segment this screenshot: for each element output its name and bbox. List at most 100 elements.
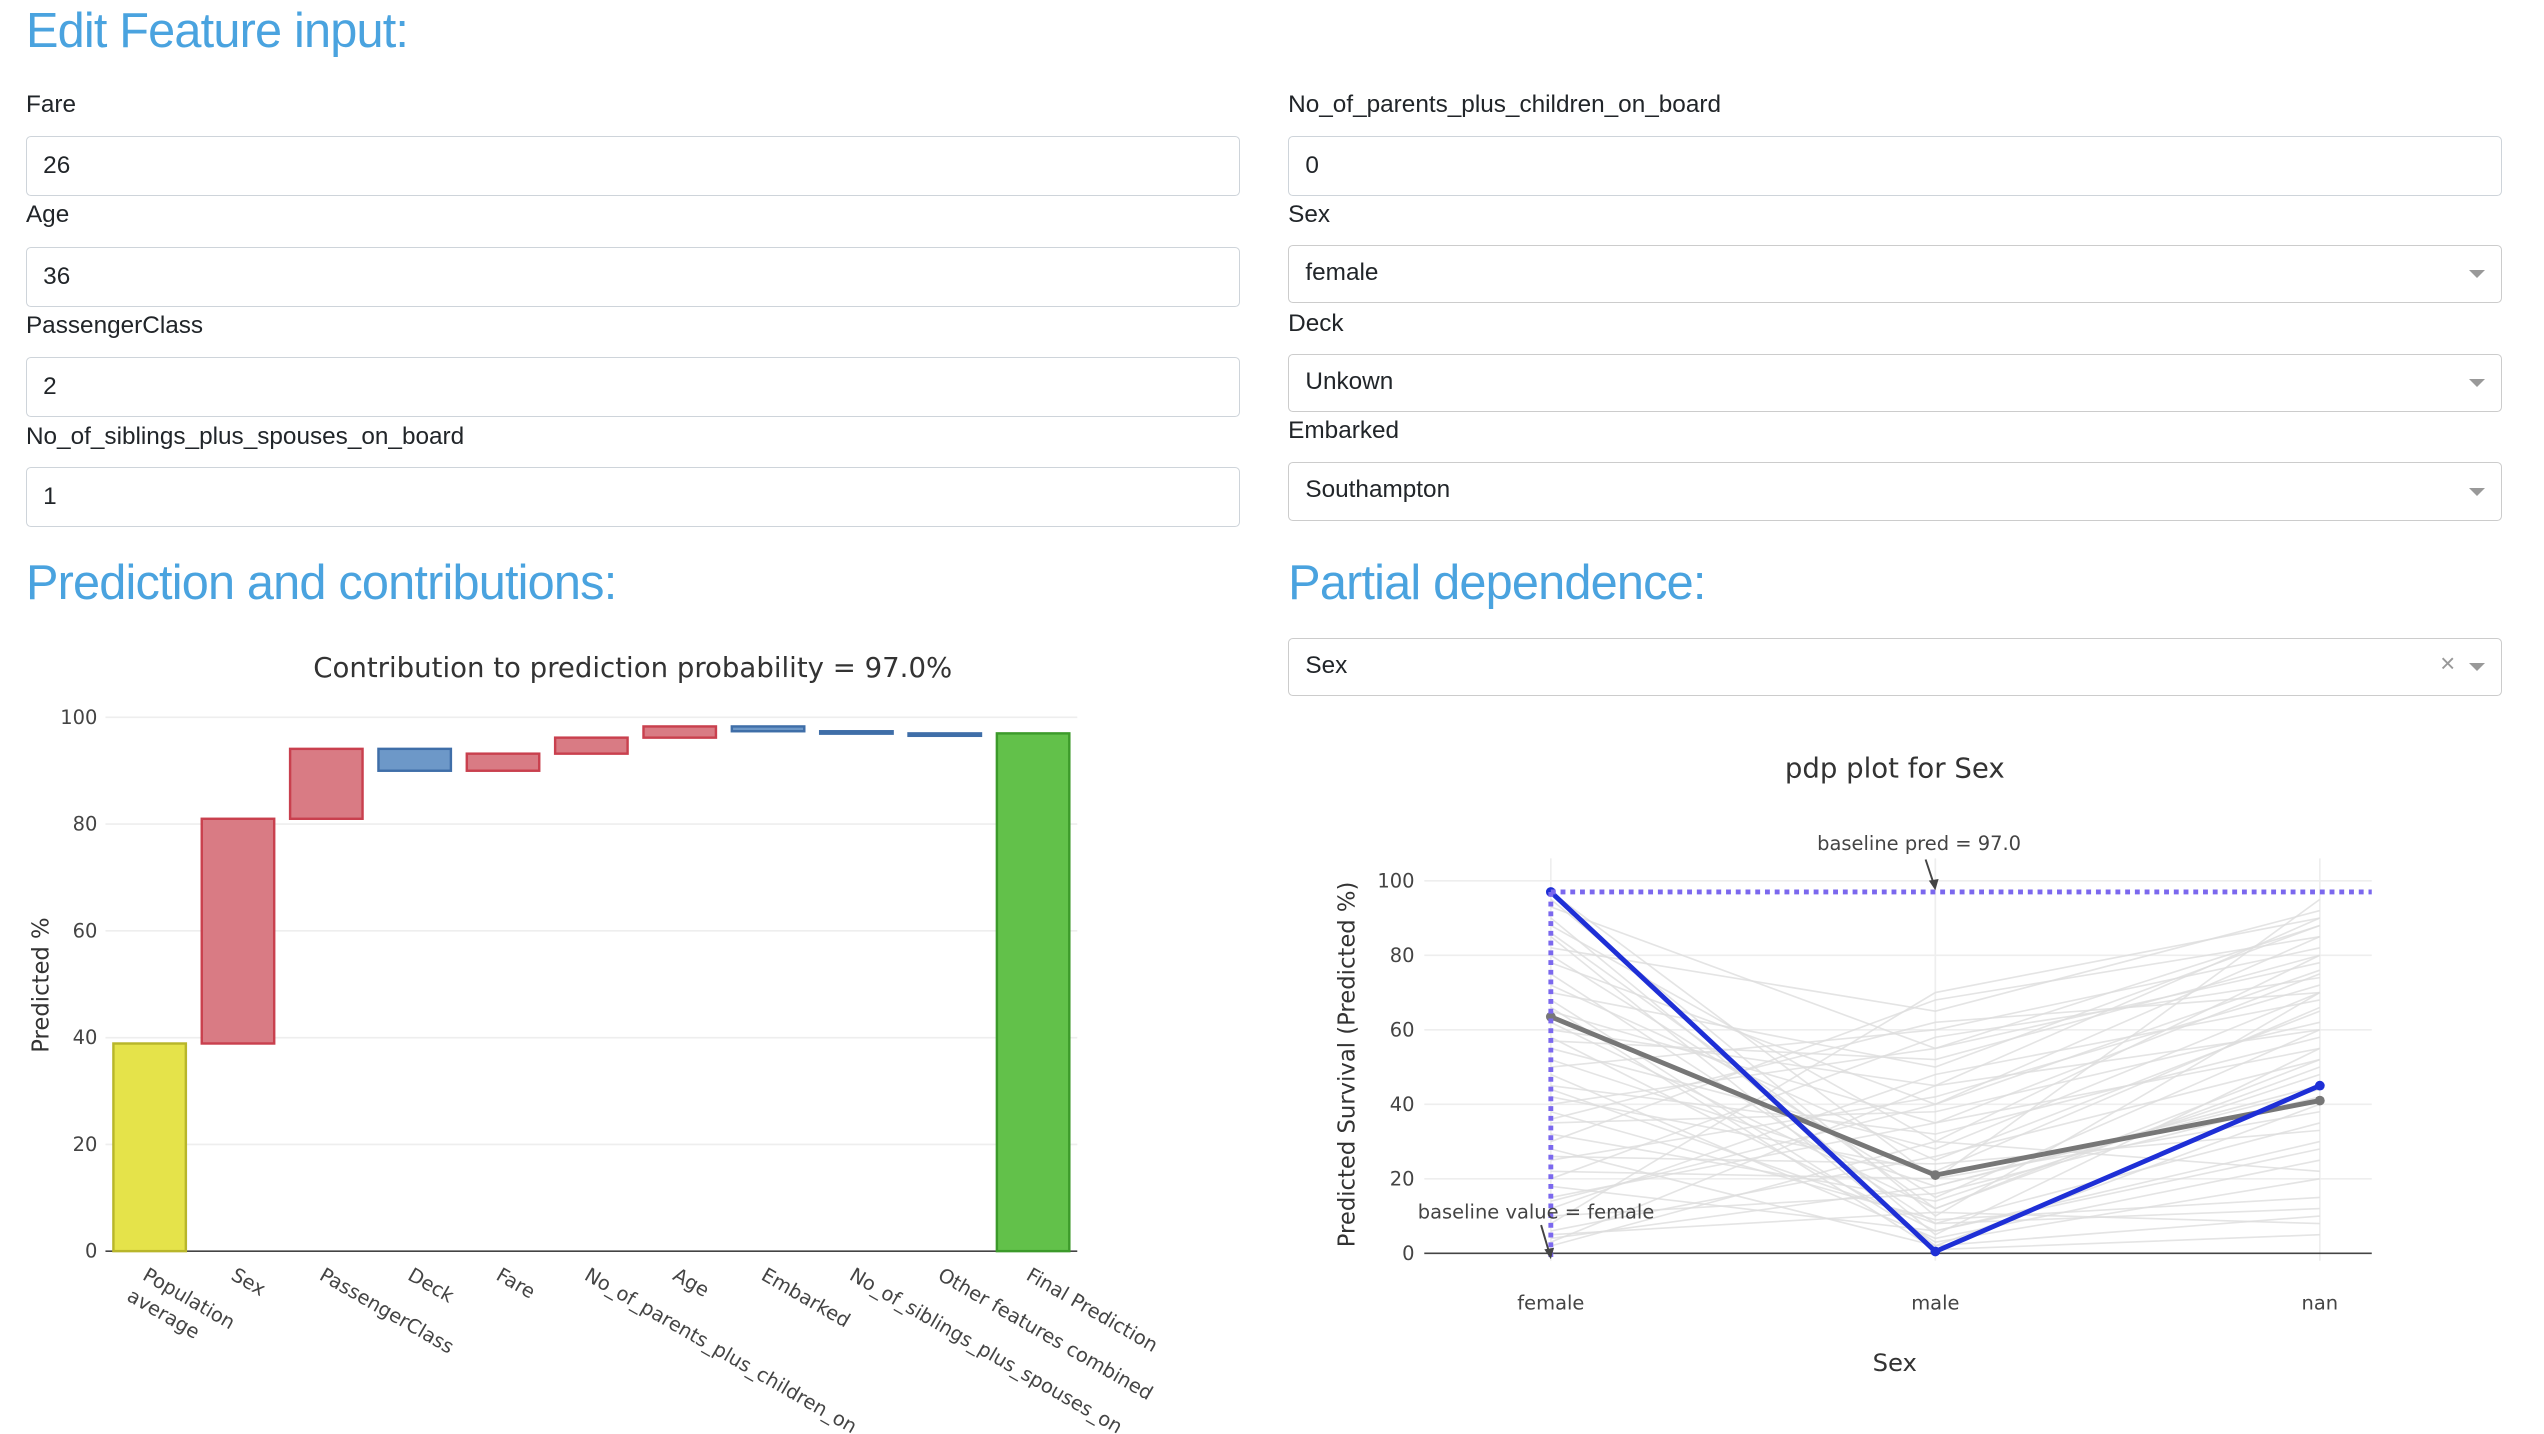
pdp-ice-line: [1550, 1148, 2321, 1232]
waterfall-bar: [288, 747, 364, 820]
waterfall-y-axis-label: Predicted %: [29, 917, 55, 1052]
parents-label: No_of_parents_plus_children_on_board: [1288, 90, 1721, 118]
pdp-ice-line: [1550, 984, 2321, 1161]
waterfall-y-tick-label: 0: [85, 1239, 97, 1262]
waterfall-bar: [818, 729, 894, 735]
chevron-down-icon[interactable]: [2468, 270, 2485, 279]
embarked-dropdown-value: Southampton: [1305, 476, 1451, 504]
parents-input[interactable]: [1288, 136, 2502, 197]
pdp-ice-line: [1550, 898, 2321, 1217]
pdp-ice-line: [1550, 924, 2321, 1068]
pdp-ice-line: [1550, 999, 2321, 1210]
waterfall-x-tick-label: Fare: [492, 1263, 539, 1303]
pdp-x-tick-label: nan: [2302, 1291, 2339, 1314]
waterfall-title: Contribution to prediction probability =…: [313, 651, 952, 684]
pdp-chart: pdp plot for Sex Predicted Survival (Pre…: [1335, 751, 2372, 1377]
pdp-ice-line: [1550, 1073, 2321, 1202]
pdp-ice-line: [1550, 954, 2321, 1199]
pdp-ice-line: [1550, 1028, 2321, 1243]
edit-feature-title: Edit Feature input:: [25, 4, 409, 59]
pdp-y-tick-label: 80: [1390, 944, 1415, 967]
pdp-ice-line: [1550, 1095, 2321, 1217]
pdp-y-tick-label: 0: [1402, 1242, 1414, 1265]
pdp-ice-line: [1550, 946, 2321, 1068]
pdp-ice-line: [1550, 917, 2321, 1225]
prediction-title: Prediction and contributions:: [25, 555, 617, 610]
contribution-waterfall-chart: Contribution to prediction probability =…: [29, 651, 1162, 1434]
close-icon[interactable]: ×: [2440, 649, 2456, 678]
pdp-ice-line: [1550, 984, 2321, 1161]
age-input[interactable]: [25, 246, 1240, 307]
pdp-ice-line: [1550, 991, 2321, 1150]
pdp-title: pdp plot for Sex: [1785, 751, 2005, 784]
pdp-feature-dropdown[interactable]: Sex ×: [1288, 637, 2502, 696]
sex-dropdown[interactable]: female: [1288, 244, 2502, 304]
chevron-down-icon[interactable]: [2468, 662, 2485, 671]
pdp-ice-line: [1550, 1058, 2321, 1232]
pdp-annotation-arrowhead: [1929, 878, 1939, 891]
pdp-ice-line: [1550, 905, 2321, 1050]
waterfall-bar: [907, 731, 983, 737]
pdp-ice-line: [1550, 917, 2321, 1236]
deck-dropdown-value: Unkown: [1305, 367, 1394, 395]
partial-dependence-title: Partial dependence:: [1288, 555, 1706, 610]
pdp-y-tick-label: 60: [1390, 1018, 1415, 1041]
fare-input[interactable]: [25, 136, 1240, 197]
pdp-ice-line: [1550, 932, 2321, 1210]
pdp-ice-line: [1550, 1140, 2321, 1247]
sex-label: Sex: [1288, 201, 1331, 229]
waterfall-bar: [553, 736, 629, 755]
pdp-y-axis-label: Predicted Survival (Predicted %): [1335, 881, 1361, 1247]
pdp-ice-line: [1550, 969, 2321, 1202]
pdp-y-tick-label: 100: [1378, 869, 1415, 892]
waterfall-x-tick-label: Embarked: [757, 1263, 854, 1332]
pdp-ice-line: [1550, 1047, 2321, 1199]
pdp-ice-line: [1550, 999, 2321, 1243]
age-label: Age: [25, 201, 70, 229]
pdp-ice-line: [1550, 1211, 2321, 1236]
pdp-feature-value: Sex: [1305, 651, 1348, 679]
waterfall-y-tick-label: 40: [73, 1026, 98, 1049]
waterfall-y-tick-label: 20: [73, 1133, 98, 1156]
pdp-x-tick-label: female: [1517, 1291, 1584, 1314]
embarked-dropdown[interactable]: Southampton: [1288, 462, 2502, 521]
waterfall-y-tick-label: 60: [73, 919, 98, 942]
waterfall-x-tick-label: No_of_parents_plus_children_on_...: [581, 1263, 886, 1434]
passenger-class-input[interactable]: [25, 356, 1240, 417]
pdp-ice-line: [1550, 1088, 2321, 1225]
pdp-x-axis-label: Sex: [1873, 1348, 1917, 1377]
waterfall-bar: [465, 752, 541, 772]
waterfall-bar: [730, 724, 806, 733]
pdp-ice-line: [1550, 1036, 2321, 1135]
pdp-y-tick-label: 40: [1390, 1093, 1415, 1116]
chevron-down-icon[interactable]: [2468, 379, 2485, 387]
pdp-series-point: [2315, 1095, 2325, 1106]
pdp-ice-line: [1550, 1110, 2321, 1221]
pdp-x-tick-label: male: [1911, 1291, 1959, 1314]
waterfall-y-tick-label: 80: [73, 812, 98, 835]
pdp-ice-line: [1550, 976, 2321, 1180]
waterfall-x-tick-label: Populationaverage: [123, 1261, 239, 1356]
waterfall-y-tick-label: 100: [60, 706, 97, 729]
pdp-annotation-baseline-pred: baseline pred = 97.0: [1817, 832, 2021, 855]
chevron-down-icon[interactable]: [2468, 487, 2485, 496]
pdp-annotation-arrowhead: [1544, 1247, 1555, 1259]
pdp-ice-line: [1550, 991, 2321, 1120]
pdp-ice-line: [1550, 1148, 2321, 1247]
pdp-ice-line: [1550, 909, 2321, 1012]
waterfall-bar: [200, 817, 276, 1045]
deck-dropdown[interactable]: Unkown: [1288, 353, 2502, 413]
siblings-input[interactable]: [25, 467, 1240, 528]
waterfall-x-tick-label: No_of_siblings_plus_spouses_on_...: [846, 1263, 1151, 1434]
passenger-class-label: PassengerClass: [25, 311, 204, 339]
waterfall-bar: [642, 724, 718, 739]
pdp-ice-line: [1550, 935, 2321, 1143]
siblings-label: No_of_siblings_plus_spouses_on_board: [25, 423, 465, 451]
pdp-ice-line: [1550, 1073, 2321, 1240]
waterfall-x-tick-label: Sex: [227, 1263, 269, 1301]
pdp-ice-line: [1550, 1021, 2321, 1124]
fare-label: Fare: [25, 90, 76, 118]
pdp-annotation-arrow: [1540, 1224, 1551, 1253]
pdp-ice-line: [1550, 954, 2321, 1061]
waterfall-x-tick-label: Deck: [404, 1263, 458, 1308]
